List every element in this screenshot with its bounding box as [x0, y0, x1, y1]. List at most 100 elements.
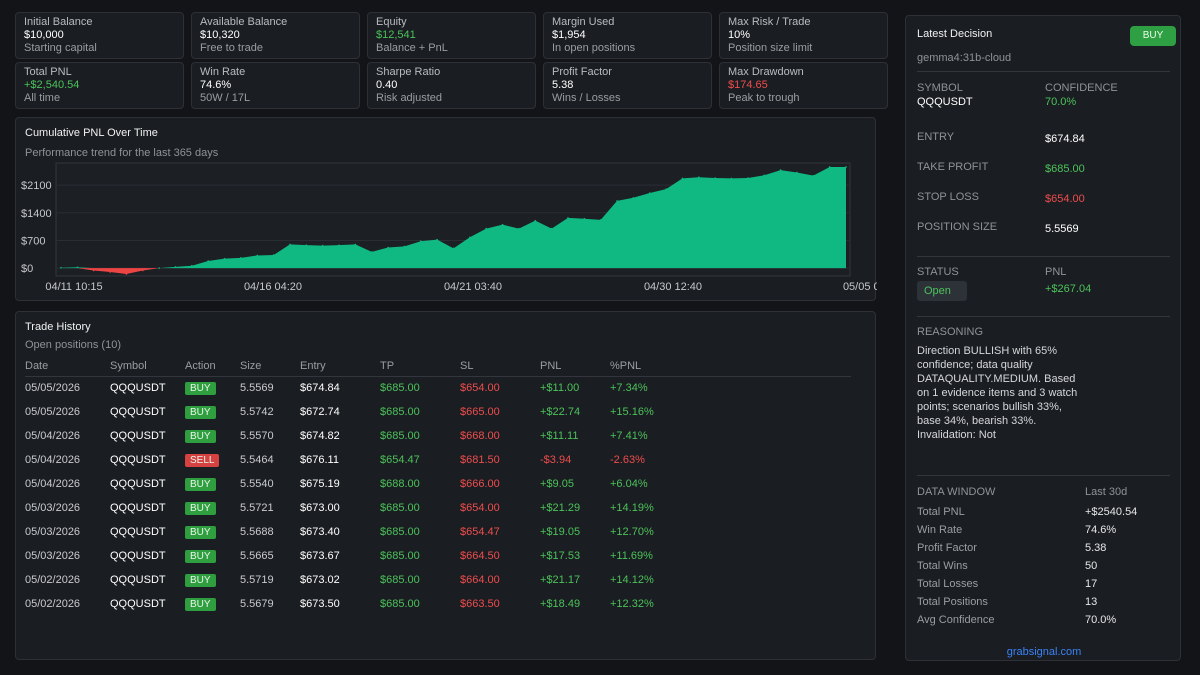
stat-card: Total PNL +$2,540.54 All time — [15, 62, 184, 109]
column-header[interactable]: SL — [460, 356, 540, 377]
pnl-label: PNL — [1045, 266, 1067, 278]
stat-card: Margin Used $1,954 In open positions — [543, 12, 712, 59]
column-header[interactable]: %PNL — [610, 356, 851, 377]
data-point — [518, 227, 520, 230]
column-header[interactable]: TP — [380, 356, 460, 377]
latest-decision-panel: Latest Decision BUY gemma4:31b-cloud SYM… — [905, 15, 1181, 661]
data-point — [305, 244, 308, 246]
table-row[interactable]: 05/02/2026 QQQUSDT BUY 5.5719 $673.02 $685.00… — [25, 568, 851, 592]
data-point — [370, 251, 373, 253]
decision-title: Latest Decision — [917, 28, 993, 40]
table-row[interactable]: 05/03/2026 QQQUSDT BUY 5.5665 $673.67 $685.00… — [25, 544, 851, 568]
position-size-label: POSITION SIZE — [917, 221, 998, 233]
sl-cell: $668.00 — [460, 430, 500, 442]
table-row[interactable]: 05/05/2026 QQQUSDT BUY 5.5569 $674.84 $685.00… — [25, 376, 851, 400]
stat-value: $174.65 — [728, 79, 768, 91]
symbol-cell: QQQUSDT — [110, 430, 166, 442]
column-header[interactable]: Symbol — [110, 356, 185, 377]
y-tick-label: $0 — [21, 263, 33, 275]
data-point — [158, 267, 160, 269]
symbol-cell: QQQUSDT — [110, 526, 166, 538]
action-badge: BUY — [185, 477, 216, 491]
data-window-key: Profit Factor — [917, 542, 977, 554]
stat-label: Sharpe Ratio — [376, 66, 441, 78]
footer-link[interactable]: grabsignal.com — [1006, 646, 1082, 658]
data-window-key: Win Rate — [917, 524, 963, 536]
status-label: STATUS — [917, 266, 959, 278]
table-row[interactable]: 05/04/2026 QQQUSDT BUY 5.5540 $675.19 $688.00… — [25, 472, 851, 496]
entry-cell: $673.02 — [300, 574, 340, 586]
data-window-row: Total Losses 17 — [917, 578, 1167, 596]
column-header[interactable]: Size — [240, 356, 300, 377]
table-row[interactable]: 05/03/2026 QQQUSDT BUY 5.5688 $673.40 $685.00… — [25, 520, 851, 544]
entry-cell: $675.19 — [300, 478, 340, 490]
stat-card: Sharpe Ratio 0.40 Risk adjusted — [367, 62, 536, 109]
entry-cell: $673.50 — [300, 598, 340, 610]
data-point — [223, 257, 226, 260]
size-cell: 5.5665 — [240, 550, 274, 562]
table-row[interactable]: 05/03/2026 QQQUSDT BUY 5.5721 $673.00 $685.00… — [25, 496, 851, 520]
data-point — [812, 174, 815, 177]
date-cell: 05/03/2026 — [25, 526, 81, 538]
stat-sub: In open positions — [552, 42, 636, 54]
pct-cell: +12.70% — [610, 526, 654, 538]
column-header[interactable]: PNL — [540, 356, 610, 377]
pct-cell: +7.34% — [610, 382, 648, 395]
data-point — [845, 166, 847, 168]
data-point — [289, 243, 291, 246]
data-window-key: Avg Confidence — [917, 614, 995, 626]
data-point — [436, 238, 438, 241]
symbol-cell: QQQUSDT — [110, 598, 166, 610]
action-cell: BUY — [185, 520, 240, 544]
data-point — [174, 266, 177, 268]
table-row[interactable]: 05/05/2026 QQQUSDT BUY 5.5742 $672.74 $685.00… — [25, 400, 851, 424]
take-profit-label: TAKE PROFIT — [917, 161, 989, 173]
date-cell: 05/04/2026 — [25, 478, 81, 490]
pnl-cell: +$18.49 — [540, 598, 581, 610]
stat-value: 10% — [728, 29, 751, 41]
divider — [917, 71, 1170, 72]
chart-title: Cumulative PNL Over Time — [25, 127, 158, 139]
stat-label: Margin Used — [552, 16, 615, 28]
take-profit-value: $685.00 — [1045, 163, 1085, 175]
table-header-row: Date Symbol Action Size Entry TP SL PNL %PNL — [25, 356, 851, 377]
stat-card: Equity $12,541 Balance + PnL — [367, 12, 536, 59]
stat-card: Max Risk / Trade 10% Position size limit — [719, 12, 888, 59]
action-badge: BUY — [185, 501, 216, 515]
table-row[interactable]: 05/02/2026 QQQUSDT BUY 5.5679 $673.50 $685.00… — [25, 592, 851, 616]
data-window-key: Total Losses — [917, 578, 979, 590]
data-window-val: 5.38 — [1085, 542, 1107, 554]
tp-cell: $685.00 — [380, 382, 420, 395]
entry-cell: $673.40 — [300, 526, 340, 538]
column-header[interactable]: Entry — [300, 356, 380, 377]
data-point — [321, 244, 324, 247]
position-size-value: 5.5569 — [1045, 223, 1079, 235]
size-cell: 5.5688 — [240, 526, 274, 538]
table-row[interactable]: 05/04/2026 QQQUSDT SELL 5.5464 $676.11 $654.4… — [25, 448, 851, 472]
data-window-row: Total PNL +$2540.54 — [917, 506, 1167, 524]
data-point — [583, 217, 586, 220]
entry-value: $674.84 — [1045, 133, 1085, 145]
x-tick-label: 04/16 04:20 — [244, 281, 302, 293]
data-window-row: Profit Factor 5.38 — [917, 542, 1167, 560]
pnl-chart-card: Cumulative PNL Over Time Performance tre… — [15, 117, 877, 301]
size-cell: 5.5679 — [240, 598, 274, 610]
action-cell: SELL — [185, 448, 240, 472]
pct-cell: +14.19% — [610, 502, 654, 514]
table-row[interactable]: 05/04/2026 QQQUSDT BUY 5.5570 $674.82 $685.00… — [25, 424, 851, 448]
sl-cell: $663.50 — [460, 598, 500, 610]
data-point — [796, 171, 798, 174]
action-badge: BUY — [185, 405, 216, 419]
confidence-label: CONFIDENCE — [1045, 82, 1118, 94]
divider — [917, 475, 1170, 476]
data-window-row: Avg Confidence 70.0% — [917, 614, 1167, 632]
data-point — [240, 257, 242, 259]
date-cell: 05/03/2026 — [25, 502, 81, 514]
column-header[interactable]: Date — [25, 356, 110, 377]
data-window-label: DATA WINDOW — [917, 486, 996, 498]
column-header[interactable]: Action — [185, 356, 240, 377]
stat-value: 5.38 — [552, 79, 574, 91]
decision-action-button[interactable]: BUY — [1130, 26, 1176, 46]
size-cell: 5.5540 — [240, 478, 274, 490]
data-window-key: Total Wins — [917, 560, 968, 572]
